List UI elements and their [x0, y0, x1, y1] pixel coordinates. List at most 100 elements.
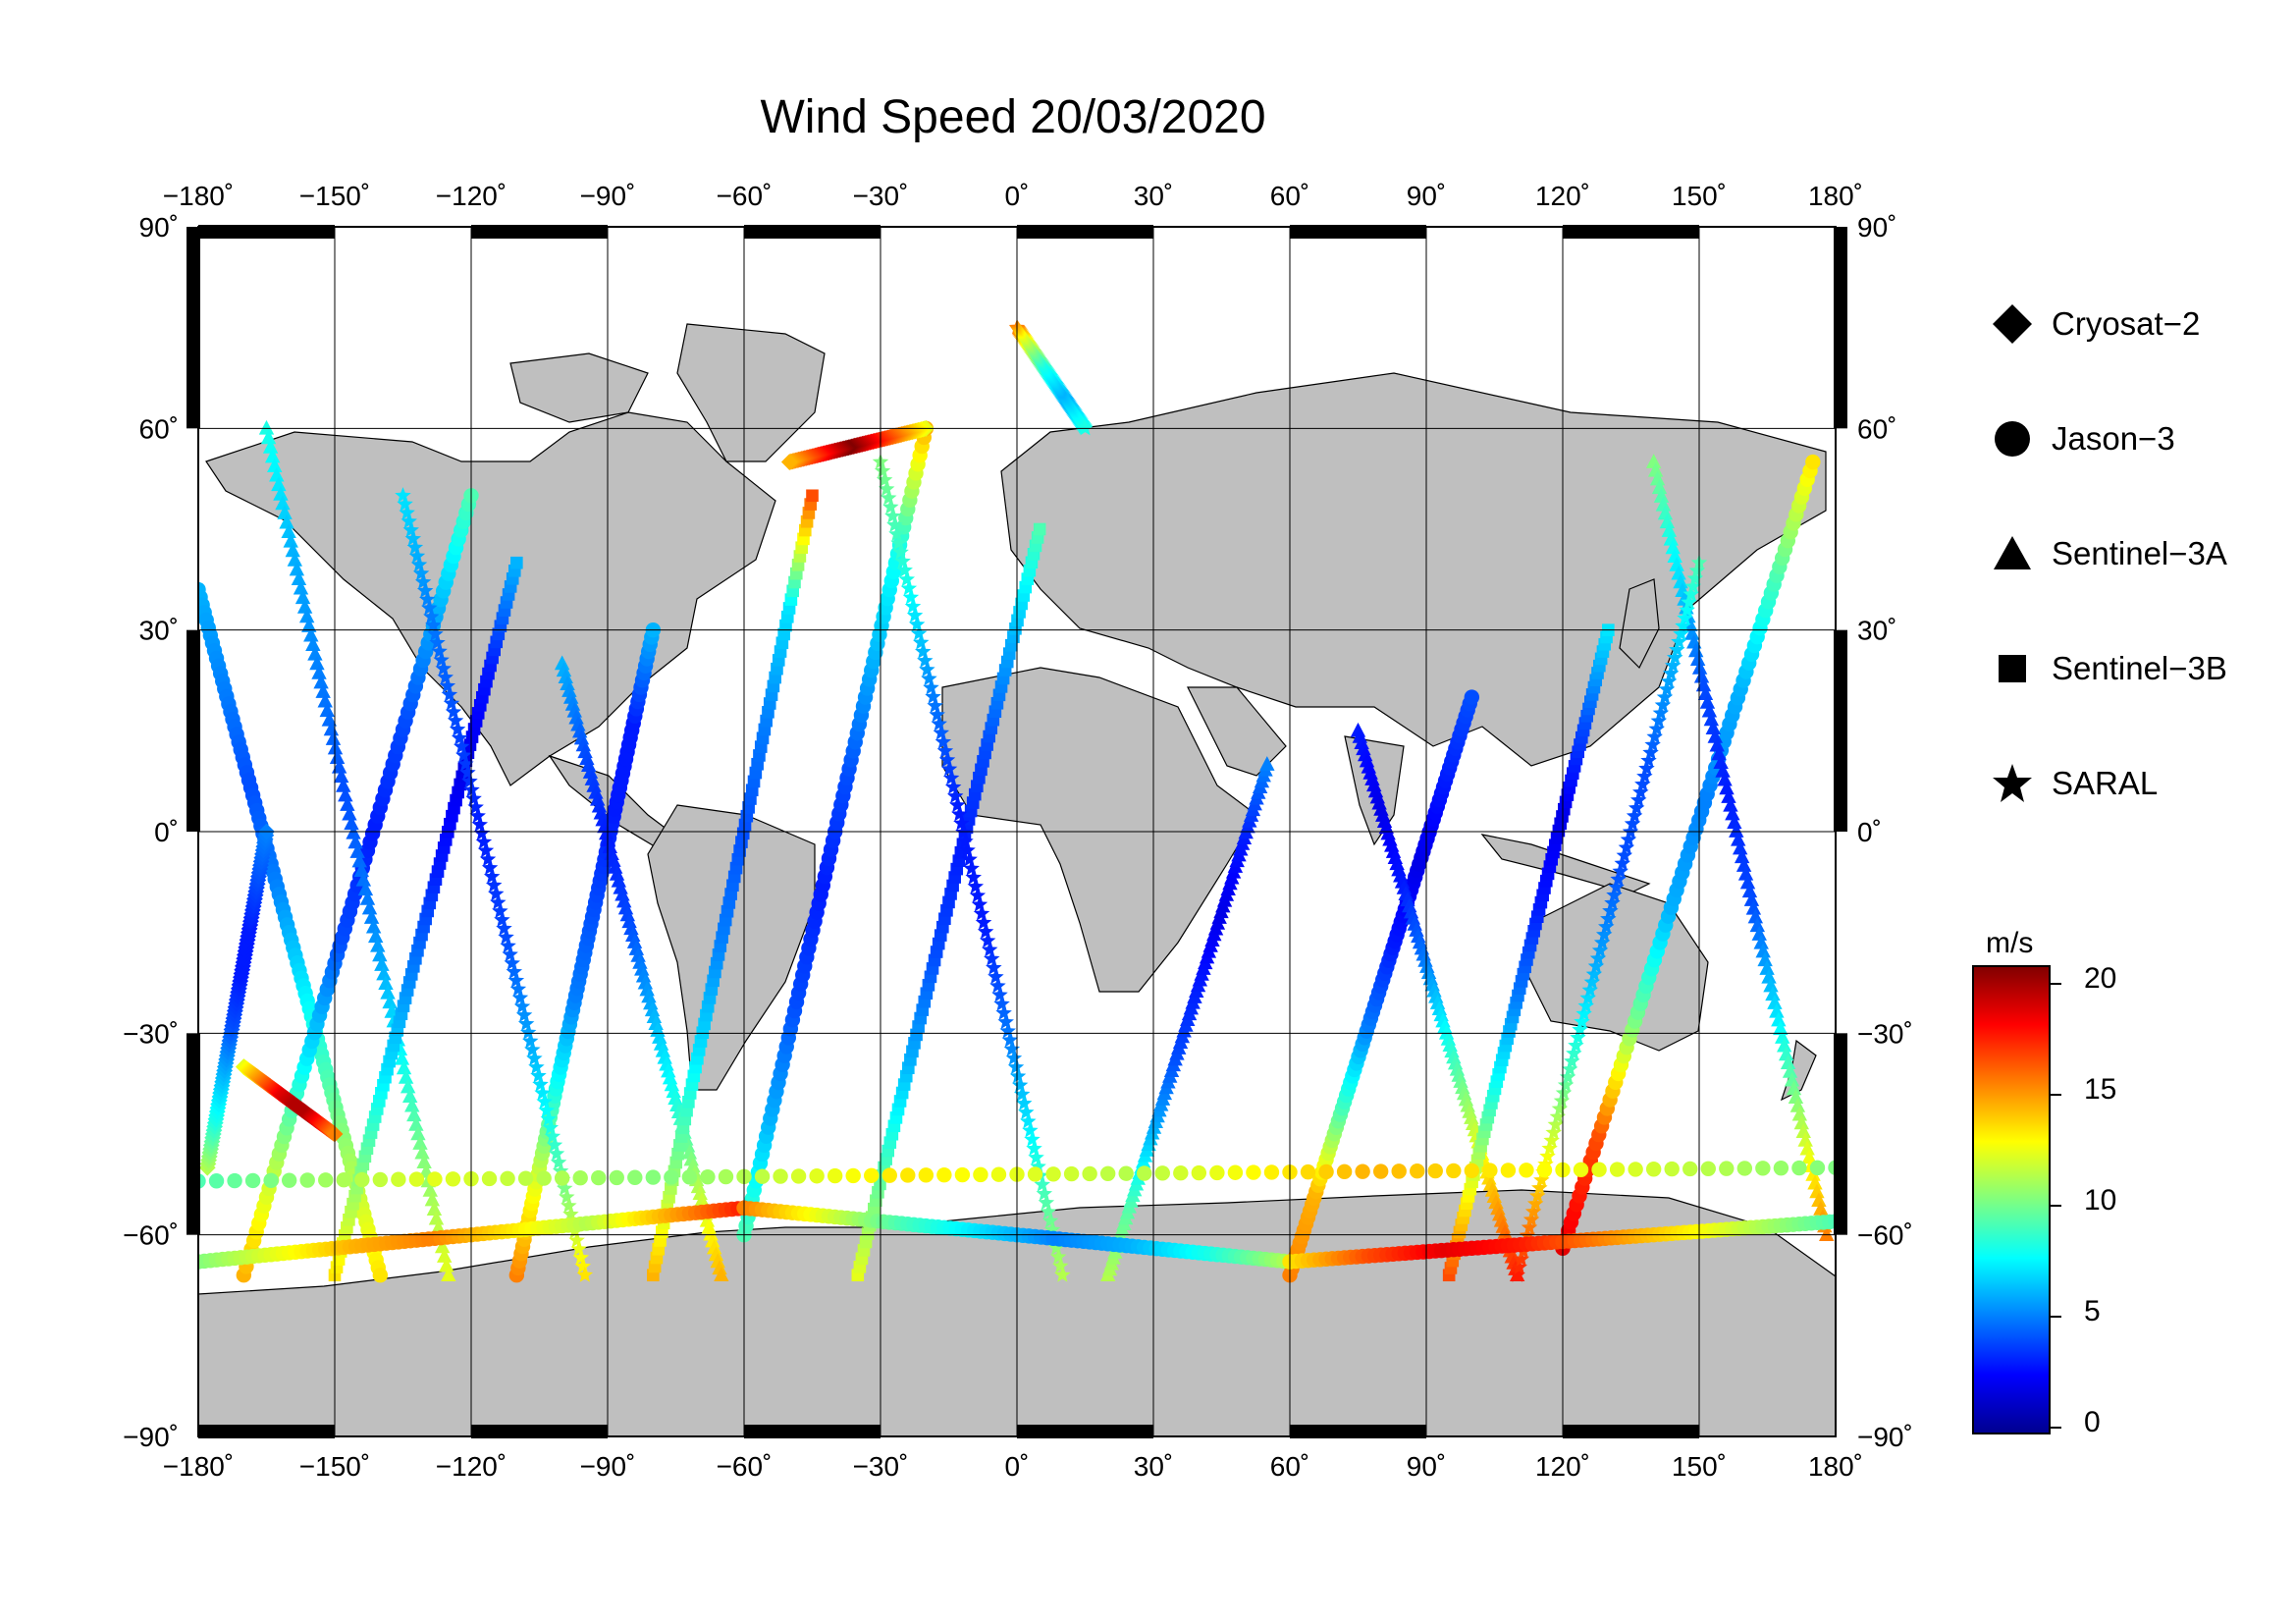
lon-tick-label: 150˚	[1672, 1451, 1727, 1482]
wind-observation-point	[1667, 649, 1683, 665]
wind-observation-point	[296, 598, 313, 614]
wind-observation-point	[351, 852, 367, 868]
wind-observation-point	[504, 954, 520, 971]
legend-item-cryosat2: Cryosat−2	[1991, 302, 2200, 346]
wind-observation-point	[892, 543, 909, 560]
wind-observation-point	[1030, 1158, 1046, 1174]
wind-observation-point	[340, 796, 355, 811]
star-icon	[1993, 764, 2032, 802]
frame-bar-top	[1563, 225, 1699, 239]
wind-observation-point	[568, 1231, 585, 1248]
wind-observation-point	[1778, 1046, 1794, 1061]
wind-observation-point	[979, 932, 996, 948]
wind-observation-point	[461, 773, 478, 788]
wind-observation-point	[1522, 1211, 1540, 1227]
wind-observation-point	[609, 1169, 624, 1186]
wind-observation-point	[902, 588, 920, 605]
wind-observation-point	[1719, 1161, 1735, 1176]
wind-observation-point	[347, 834, 363, 849]
wind-observation-point	[959, 841, 976, 858]
wind-observation-point	[331, 758, 347, 774]
wind-observation-point	[986, 959, 1002, 975]
wind-observation-point	[1679, 601, 1695, 618]
wind-observation-point	[510, 556, 523, 569]
wind-observation-point	[1587, 957, 1605, 974]
wind-observation-point	[1725, 805, 1740, 821]
wind-observation-point	[1657, 505, 1674, 520]
wind-observation-point	[363, 909, 380, 924]
wind-observation-point	[975, 914, 992, 930]
wind-observation-point	[1658, 680, 1676, 697]
wind-observation-point	[894, 553, 911, 568]
wind-observation-point	[1573, 1162, 1589, 1178]
wind-observation-point	[1807, 1174, 1823, 1190]
wind-observation-point	[1713, 754, 1729, 769]
wind-observation-point	[244, 1172, 261, 1189]
wind-observation-point	[416, 1154, 432, 1169]
wind-observation-point	[368, 928, 384, 944]
wind-observation-point	[394, 1050, 410, 1065]
wind-observation-point	[315, 683, 331, 698]
wind-observation-point	[500, 1170, 515, 1187]
diamond-icon	[1993, 304, 2032, 344]
wind-observation-point	[546, 1136, 563, 1153]
japan	[1619, 578, 1660, 670]
frame-bar-bottom	[1563, 1425, 1699, 1438]
wind-observation-point	[336, 778, 351, 792]
wind-observation-point	[338, 786, 353, 802]
wind-observation-point	[538, 1102, 555, 1118]
wind-observation-point	[1574, 1013, 1590, 1029]
lon-tick-label: 0˚	[1005, 1451, 1030, 1482]
wind-observation-point	[1608, 879, 1625, 894]
wind-observation-point	[1660, 673, 1678, 689]
wind-observation-point	[1549, 1108, 1567, 1124]
wind-observation-point	[1536, 1162, 1553, 1178]
wind-observation-point	[355, 871, 372, 887]
wind-observation-point	[1811, 1192, 1827, 1207]
wind-observation-point	[1809, 1183, 1825, 1199]
frame-bar-top	[1017, 225, 1153, 239]
wind-observation-point	[888, 525, 905, 542]
wind-observation-point	[1791, 1160, 1807, 1176]
wind-observation-point	[948, 796, 966, 813]
wind-observation-point	[971, 895, 988, 912]
wind-observation-point	[1693, 668, 1710, 683]
wind-observation-point	[404, 1097, 420, 1112]
wind-observation-point	[961, 850, 978, 867]
wind-observation-point	[410, 556, 428, 572]
wind-observation-point	[900, 1167, 916, 1183]
wind-observation-point	[291, 570, 307, 585]
wind-observation-point	[359, 891, 376, 905]
wind-observation-point	[424, 1191, 441, 1207]
wind-observation-point	[1655, 496, 1672, 512]
wind-observation-point	[1612, 862, 1629, 879]
wind-observation-point	[1555, 1084, 1573, 1101]
lat-tick-label: 60˚	[1857, 413, 1896, 444]
wind-observation-point	[1533, 1171, 1550, 1188]
wind-observation-point	[1669, 557, 1684, 571]
wind-observation-point	[572, 1249, 589, 1266]
lat-tick-label: 0˚	[154, 817, 179, 847]
wind-observation-point	[1545, 1123, 1562, 1140]
wind-observation-point	[1043, 1221, 1061, 1237]
lon-tick-label: −60˚	[717, 181, 773, 211]
wind-observation-point	[1427, 1163, 1443, 1179]
wind-observation-point	[471, 816, 489, 833]
wind-observation-point	[428, 1210, 445, 1225]
wind-observation-point	[1665, 539, 1681, 555]
wind-observation-point	[1551, 1100, 1569, 1116]
south-america	[647, 804, 816, 1091]
wind-observation-point	[267, 458, 283, 472]
wind-observation-point	[1647, 461, 1664, 477]
wind-observation-point	[1047, 1239, 1065, 1256]
wind-observation-point	[896, 562, 913, 578]
wind-observation-point	[1661, 522, 1678, 537]
wind-observation-point	[400, 1078, 416, 1094]
wind-observation-point	[951, 805, 968, 822]
wind-observation-point	[273, 486, 289, 501]
wind-observation-point	[999, 1022, 1016, 1039]
wind-observation-point	[449, 721, 466, 736]
wind-observation-point	[494, 911, 510, 928]
wind-observation-point	[294, 589, 311, 605]
wind-observation-point	[929, 706, 945, 723]
